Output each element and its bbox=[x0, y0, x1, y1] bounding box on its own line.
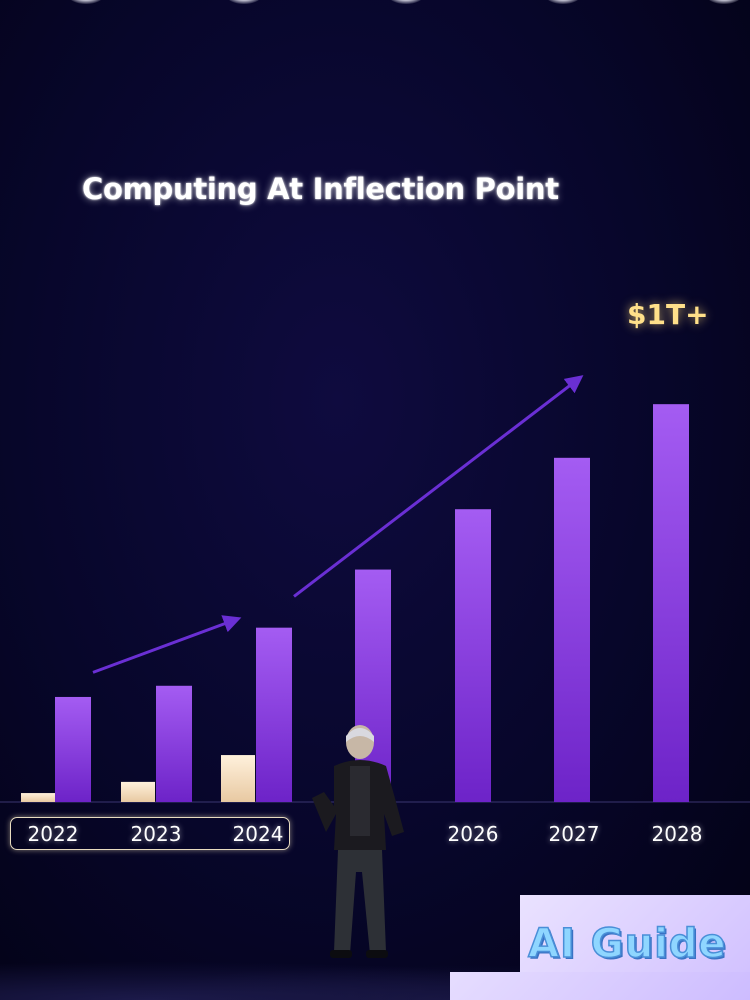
bar-main-2026 bbox=[455, 509, 491, 802]
speaker-silhouette bbox=[312, 725, 404, 958]
peak-annotation: $1T+ bbox=[627, 298, 709, 331]
highlight-box bbox=[10, 817, 290, 850]
watermark-badge bbox=[520, 895, 750, 973]
watermark-badge-tail bbox=[450, 972, 750, 1000]
bar-main-2023 bbox=[156, 685, 192, 802]
x-tick-label-2027: 2027 bbox=[548, 822, 600, 846]
stage-light bbox=[388, 0, 424, 4]
stage-light bbox=[545, 0, 581, 4]
stage-lights bbox=[0, 0, 750, 16]
x-tick-label-2028: 2028 bbox=[651, 822, 703, 846]
x-tick-label-2026: 2026 bbox=[447, 822, 499, 846]
trend-arrow-1 bbox=[92, 615, 242, 674]
bar-small-2024 bbox=[221, 755, 255, 802]
x-tick-label-2022: 2022 bbox=[27, 822, 79, 846]
trend-arrow-2 bbox=[293, 375, 584, 598]
chart-title: Computing At Inflection Point bbox=[82, 172, 559, 206]
x-tick-label-2024: 2024 bbox=[232, 822, 284, 846]
bar-main-2028 bbox=[653, 404, 689, 802]
bar-main-2024 bbox=[256, 627, 292, 802]
bar-small-2022 bbox=[21, 793, 55, 802]
x-tick-label-2023: 2023 bbox=[130, 822, 182, 846]
bar-main-2027 bbox=[554, 457, 590, 802]
watermark-text: AI Guide bbox=[527, 920, 727, 968]
bar-main-2022 bbox=[55, 696, 91, 802]
stage-light bbox=[706, 0, 742, 4]
bar-small-2023 bbox=[121, 781, 155, 802]
stage-light bbox=[226, 0, 262, 4]
stage-light bbox=[68, 0, 104, 4]
